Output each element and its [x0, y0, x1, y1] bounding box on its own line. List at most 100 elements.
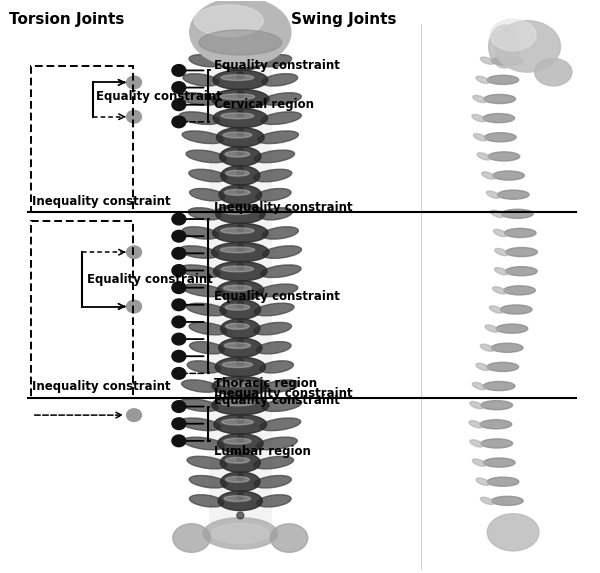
Ellipse shape [490, 19, 536, 50]
Ellipse shape [194, 5, 263, 37]
Ellipse shape [487, 191, 500, 198]
Ellipse shape [182, 131, 223, 144]
Ellipse shape [481, 497, 494, 504]
Text: Equality constraint: Equality constraint [214, 290, 340, 303]
Ellipse shape [490, 210, 504, 217]
Ellipse shape [257, 284, 298, 297]
Ellipse shape [495, 249, 508, 256]
Ellipse shape [504, 286, 535, 295]
Ellipse shape [127, 76, 142, 89]
Ellipse shape [220, 94, 254, 100]
Ellipse shape [223, 285, 251, 291]
Ellipse shape [221, 266, 254, 272]
Ellipse shape [218, 491, 262, 511]
Ellipse shape [213, 108, 268, 128]
Ellipse shape [172, 99, 186, 111]
Ellipse shape [237, 454, 244, 461]
Ellipse shape [226, 323, 249, 329]
Ellipse shape [237, 187, 244, 194]
Ellipse shape [172, 282, 186, 293]
Ellipse shape [213, 70, 268, 89]
Ellipse shape [485, 325, 499, 332]
Ellipse shape [173, 524, 210, 552]
Ellipse shape [494, 21, 560, 72]
Ellipse shape [254, 150, 295, 163]
Ellipse shape [237, 167, 244, 174]
Ellipse shape [493, 286, 506, 294]
Text: Equality constraint: Equality constraint [87, 273, 213, 286]
Ellipse shape [262, 399, 302, 411]
Ellipse shape [237, 359, 244, 366]
Ellipse shape [190, 0, 291, 66]
Ellipse shape [179, 246, 218, 258]
Ellipse shape [487, 477, 519, 486]
Ellipse shape [237, 321, 244, 328]
Ellipse shape [237, 340, 244, 347]
Ellipse shape [221, 166, 260, 185]
Ellipse shape [506, 248, 538, 257]
Ellipse shape [237, 474, 244, 481]
Ellipse shape [212, 89, 269, 109]
Ellipse shape [491, 56, 523, 65]
Ellipse shape [237, 91, 244, 98]
Ellipse shape [476, 363, 490, 371]
Ellipse shape [254, 456, 293, 469]
Ellipse shape [172, 265, 186, 276]
Ellipse shape [127, 246, 142, 258]
Ellipse shape [470, 440, 484, 447]
Ellipse shape [172, 316, 186, 328]
Ellipse shape [257, 494, 291, 507]
Ellipse shape [221, 419, 253, 425]
Ellipse shape [237, 417, 244, 423]
Ellipse shape [237, 72, 244, 79]
Ellipse shape [226, 457, 250, 463]
Ellipse shape [172, 65, 186, 76]
Ellipse shape [469, 421, 482, 428]
Ellipse shape [254, 169, 292, 182]
Ellipse shape [172, 435, 186, 447]
Ellipse shape [224, 438, 251, 444]
Ellipse shape [212, 523, 269, 543]
Ellipse shape [190, 189, 225, 201]
Ellipse shape [237, 244, 244, 251]
Ellipse shape [484, 382, 515, 391]
Ellipse shape [237, 110, 244, 117]
Text: Inequality constraint: Inequality constraint [32, 195, 171, 207]
Ellipse shape [237, 282, 244, 289]
Ellipse shape [505, 229, 536, 238]
Ellipse shape [480, 344, 494, 351]
Ellipse shape [473, 95, 487, 103]
Ellipse shape [172, 401, 186, 413]
Text: Inequality constraint: Inequality constraint [214, 387, 353, 400]
Ellipse shape [223, 209, 252, 214]
Ellipse shape [481, 57, 494, 64]
Ellipse shape [493, 171, 524, 180]
Text: Torsion Joints: Torsion Joints [8, 12, 124, 27]
Text: Inequality constraint: Inequality constraint [214, 201, 353, 214]
Ellipse shape [172, 351, 186, 362]
Ellipse shape [271, 524, 308, 552]
Ellipse shape [127, 409, 142, 421]
Ellipse shape [260, 265, 301, 277]
Ellipse shape [220, 453, 260, 472]
Ellipse shape [502, 209, 533, 218]
Ellipse shape [172, 213, 186, 225]
Ellipse shape [226, 477, 249, 482]
Ellipse shape [221, 472, 260, 492]
Text: Equality constraint: Equality constraint [214, 394, 340, 407]
Ellipse shape [472, 382, 486, 390]
Ellipse shape [494, 268, 508, 275]
Ellipse shape [221, 74, 254, 80]
Ellipse shape [186, 150, 226, 163]
Ellipse shape [221, 113, 254, 119]
Ellipse shape [481, 439, 512, 448]
Ellipse shape [470, 402, 484, 409]
Ellipse shape [473, 134, 487, 141]
Ellipse shape [256, 189, 291, 201]
Text: Inequality constraint: Inequality constraint [32, 380, 171, 394]
Ellipse shape [237, 378, 244, 385]
Ellipse shape [220, 147, 261, 166]
Ellipse shape [183, 284, 224, 297]
Ellipse shape [491, 496, 523, 505]
Ellipse shape [224, 343, 250, 348]
